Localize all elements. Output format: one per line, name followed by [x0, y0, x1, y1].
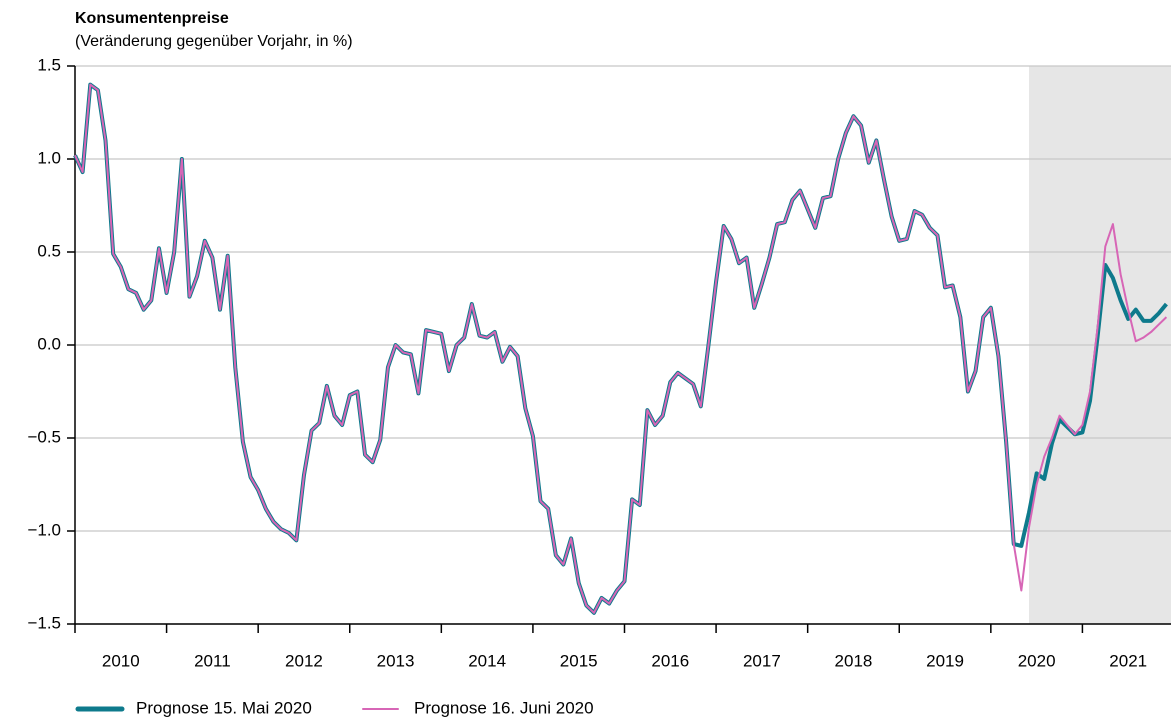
- x-tick-label: 2010: [102, 651, 140, 670]
- chart-title: Konsumentenpreise: [75, 10, 229, 27]
- x-tick-label: 2018: [835, 651, 873, 670]
- x-tick-label: 2016: [651, 651, 689, 670]
- series-line: [74, 83, 1168, 614]
- x-tick-label: 2019: [926, 651, 964, 670]
- y-tick-label: 1.0: [37, 148, 61, 167]
- y-tick-label: −0.5: [27, 427, 61, 446]
- x-tick-label: 2020: [1018, 651, 1056, 670]
- x-tick-label: 2013: [377, 651, 415, 670]
- legend-label: Prognose 15. Mai 2020: [136, 698, 312, 717]
- x-tick-label: 2015: [560, 651, 598, 670]
- series-line: [73, 82, 1168, 615]
- x-tick-label: 2011: [194, 651, 231, 670]
- legend-label: Prognose 16. Juni 2020: [414, 698, 594, 717]
- y-tick-label: 0.5: [37, 241, 61, 260]
- y-tick-label: −1.0: [27, 520, 61, 539]
- y-tick-label: −1.5: [27, 613, 61, 632]
- chart-subtitle: (Veränderung gegenüber Vorjahr, in %): [75, 33, 353, 50]
- x-tick-label: 2017: [743, 651, 781, 670]
- x-tick-label: 2021: [1109, 651, 1147, 670]
- x-tick-label: 2012: [285, 651, 323, 670]
- y-tick-label: 1.5: [37, 55, 61, 74]
- y-tick-label: 0.0: [37, 334, 61, 353]
- x-tick-label: 2014: [468, 651, 506, 670]
